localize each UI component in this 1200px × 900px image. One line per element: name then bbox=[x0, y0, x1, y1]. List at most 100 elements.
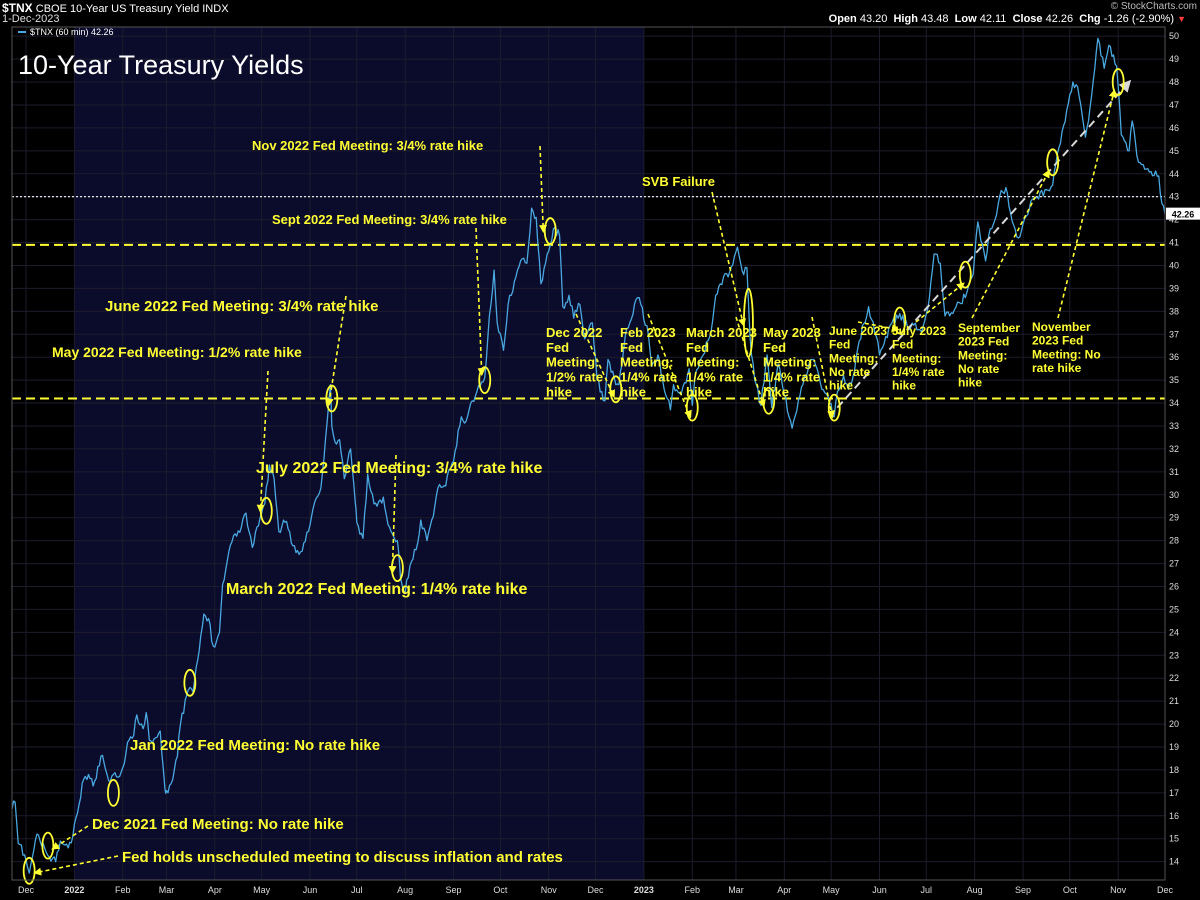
y-tick-label: 43 bbox=[1169, 192, 1179, 202]
last-value-badge bbox=[1166, 207, 1200, 220]
legend-label: $TNX (60 min) 42.26 bbox=[30, 27, 114, 37]
y-tick-label: 29 bbox=[1169, 513, 1179, 523]
x-tick-label: Dec bbox=[18, 885, 35, 895]
annotation-line: Fed bbox=[829, 338, 850, 352]
annotation-label: Feb 2023 Fed Meeting: 1/4% rate hike bbox=[620, 325, 677, 399]
y-tick-label: 40 bbox=[1169, 260, 1179, 270]
annotation-label: July 2022 Fed Meeting: 3/4% rate hike bbox=[256, 460, 542, 477]
high-value: 43.48 bbox=[921, 13, 949, 25]
y-tick-label: 15 bbox=[1169, 834, 1179, 844]
y-axis-area bbox=[1165, 27, 1200, 880]
annotation-line: hike bbox=[686, 384, 712, 399]
annotation-line: September bbox=[958, 321, 1020, 335]
annotation-arrow bbox=[811, 316, 835, 419]
chg-value: -1.26 (-2.90%) bbox=[1103, 13, 1175, 25]
chart-header: $TNX CBOE 10-Year US Treasury Yield INDX… bbox=[0, 0, 1200, 26]
x-tick-label: Apr bbox=[208, 885, 222, 895]
y-tick-label: 34 bbox=[1169, 398, 1179, 408]
symbol-description: CBOE 10-Year US Treasury Yield INDX bbox=[35, 3, 229, 15]
annotation-label: March 2022 Fed Meeting: 1/4% rate hike bbox=[226, 581, 528, 598]
annotation-line: 1/4% rate bbox=[763, 369, 820, 384]
meeting-marker bbox=[478, 366, 492, 395]
y-tick-label: 44 bbox=[1169, 169, 1179, 179]
annotation-label: Fed holds unscheduled meeting to discuss… bbox=[122, 849, 563, 866]
x-tick-label: Sep bbox=[1015, 885, 1031, 895]
x-tick-label: Dec bbox=[1157, 885, 1174, 895]
y-tick-label: 19 bbox=[1169, 742, 1179, 752]
open-label: Open bbox=[828, 13, 857, 25]
annotation-label: June 2023 Fed Meeting: No rate hike bbox=[829, 324, 887, 393]
source-watermark: © StockCharts.com bbox=[1110, 1, 1197, 12]
meeting-marker bbox=[1046, 148, 1060, 177]
y-tick-label: 46 bbox=[1169, 123, 1179, 133]
y-tick-label: 24 bbox=[1169, 627, 1179, 637]
x-tick-label: Mar bbox=[728, 885, 744, 895]
yield-line bbox=[11, 37, 1166, 874]
annotation-line: hike bbox=[620, 384, 646, 399]
plot-frame bbox=[11, 26, 1166, 881]
y-tick-label: 21 bbox=[1169, 696, 1179, 706]
annotation-line: Meeting: bbox=[620, 355, 673, 370]
annotation-line: Meeting: bbox=[892, 351, 941, 365]
low-label: Low bbox=[954, 13, 977, 25]
y-tick-label: 30 bbox=[1169, 490, 1179, 500]
annotation-arrow bbox=[647, 313, 692, 419]
annotation-label: March 2023 Fed Meeting: 1/4% rate hike bbox=[686, 325, 757, 399]
header-title-line: $TNX CBOE 10-Year US Treasury Yield INDX bbox=[2, 1, 229, 15]
annotation-line: hike bbox=[958, 376, 982, 390]
fed-meeting-markers bbox=[22, 68, 1125, 885]
annotation-label: November 2023 Fed Meeting: No rate hike bbox=[1032, 320, 1101, 375]
y-tick-label: 41 bbox=[1169, 238, 1179, 248]
annotation-line: March 2023 bbox=[686, 325, 757, 340]
annotation-line: 2023 Fed bbox=[958, 335, 1009, 349]
x-tick-label: Feb bbox=[684, 885, 700, 895]
annotation-arrow bbox=[735, 316, 766, 408]
y-tick-label: 49 bbox=[1169, 54, 1179, 64]
annotation-arrow bbox=[388, 454, 397, 575]
close-label: Close bbox=[1012, 13, 1043, 25]
x-tick-label: 2022 bbox=[64, 885, 84, 895]
annotation-line: Fed bbox=[763, 340, 786, 355]
annotation-label: May 2022 Fed Meeting: 1/2% rate hike bbox=[52, 344, 302, 360]
x-tick-label: Jul bbox=[351, 885, 363, 895]
annotation-arrow bbox=[915, 282, 965, 323]
meeting-marker bbox=[1111, 68, 1125, 96]
down-arrow-icon: ▼ bbox=[1177, 14, 1186, 24]
last-value-label: 42.26 bbox=[1172, 210, 1195, 220]
annotation-line: May 2023 bbox=[763, 325, 821, 340]
x-tick-label: Jun bbox=[872, 885, 887, 895]
y-tick-label: 33 bbox=[1169, 421, 1179, 431]
annotation-line: Fed bbox=[686, 340, 709, 355]
x-tick-label: Aug bbox=[397, 885, 413, 895]
y-tick-label: 35 bbox=[1169, 375, 1179, 385]
annotation-arrows bbox=[33, 89, 1117, 876]
meeting-marker bbox=[893, 306, 907, 335]
annotation-line: July 2023 bbox=[892, 324, 946, 338]
annotation-line: rate hike bbox=[1032, 361, 1082, 375]
close-value: 42.26 bbox=[1045, 13, 1074, 25]
open-value: 43.20 bbox=[859, 13, 888, 25]
meeting-marker bbox=[107, 778, 120, 807]
annotation-line: 2023 Fed bbox=[1032, 334, 1083, 348]
y-tick-label: 32 bbox=[1169, 444, 1179, 454]
annotation-line: hike bbox=[763, 384, 789, 399]
y-tick-label: 14 bbox=[1169, 857, 1179, 867]
annotation-arrow bbox=[575, 313, 615, 399]
annotation-line: Dec 2022 bbox=[546, 325, 602, 340]
y-tick-label: 26 bbox=[1169, 581, 1179, 591]
annotation-line: November bbox=[1032, 320, 1091, 334]
annotation-label: SVB Failure bbox=[642, 174, 715, 189]
annotation-line: 1/4% rate bbox=[620, 369, 677, 384]
annotation-line: Meeting: bbox=[958, 348, 1007, 362]
header-date: 1-Dec-2023 bbox=[2, 13, 60, 25]
y-tick-label: 36 bbox=[1169, 352, 1179, 362]
chg-label: Chg bbox=[1079, 13, 1101, 25]
annotation-line: Fed bbox=[892, 338, 913, 352]
horizontal-levels bbox=[12, 196, 1165, 400]
annotation-label: May 2023 Fed Meeting: 1/4% rate hike bbox=[763, 325, 821, 399]
annotation-label: Jan 2022 Fed Meeting: No rate hike bbox=[130, 737, 380, 754]
meeting-marker bbox=[958, 260, 972, 289]
x-tick-label: Oct bbox=[493, 885, 508, 895]
grid-lines bbox=[12, 27, 1166, 880]
